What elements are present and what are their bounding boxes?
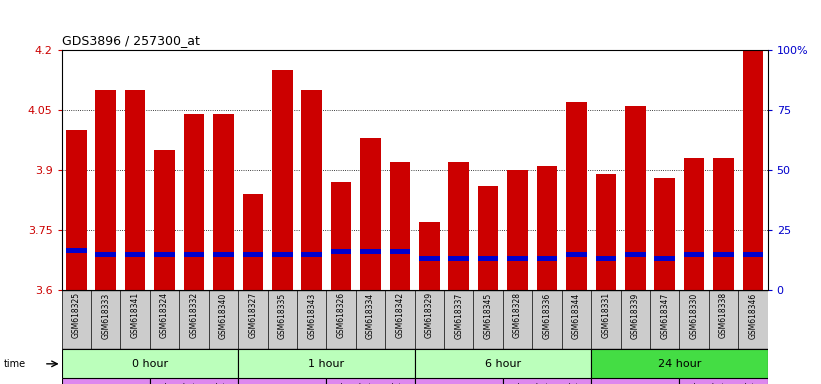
Text: GSM618325: GSM618325 bbox=[71, 292, 80, 338]
Bar bbox=[62, 349, 238, 378]
Bar bbox=[360, 138, 381, 290]
Bar bbox=[743, 252, 764, 257]
Bar bbox=[478, 186, 498, 290]
Bar bbox=[591, 378, 680, 384]
Text: GSM618341: GSM618341 bbox=[131, 292, 140, 338]
Bar bbox=[743, 50, 764, 290]
Bar bbox=[625, 106, 645, 290]
Text: GDS3896 / 257300_at: GDS3896 / 257300_at bbox=[62, 34, 200, 47]
Bar bbox=[595, 256, 616, 261]
Bar bbox=[654, 256, 675, 261]
Bar bbox=[331, 182, 351, 290]
Text: GSM618334: GSM618334 bbox=[366, 292, 375, 339]
Bar bbox=[238, 378, 327, 384]
Text: GSM618332: GSM618332 bbox=[190, 292, 199, 338]
Text: GSM618342: GSM618342 bbox=[396, 292, 405, 338]
Text: GSM618328: GSM618328 bbox=[513, 292, 522, 338]
Text: GSM618345: GSM618345 bbox=[484, 292, 493, 339]
Bar bbox=[213, 252, 234, 257]
Bar bbox=[566, 102, 587, 290]
Text: phosphate-replete
(control): phosphate-replete (control) bbox=[335, 383, 406, 384]
Bar bbox=[713, 158, 734, 290]
Bar bbox=[238, 349, 415, 378]
Bar bbox=[390, 249, 410, 254]
Bar bbox=[242, 194, 263, 290]
Bar bbox=[591, 349, 768, 378]
Bar bbox=[507, 170, 528, 290]
Bar bbox=[419, 256, 439, 261]
Bar bbox=[654, 178, 675, 290]
Bar bbox=[154, 252, 175, 257]
Bar bbox=[680, 378, 768, 384]
Bar bbox=[66, 248, 86, 253]
Text: GSM618335: GSM618335 bbox=[277, 292, 287, 339]
Bar bbox=[360, 249, 381, 254]
Bar bbox=[390, 162, 410, 290]
Text: GSM618338: GSM618338 bbox=[719, 292, 728, 338]
Bar bbox=[301, 90, 322, 290]
Bar bbox=[272, 252, 292, 257]
Text: GSM618329: GSM618329 bbox=[424, 292, 433, 338]
Bar bbox=[448, 162, 469, 290]
Text: GSM618327: GSM618327 bbox=[248, 292, 257, 338]
Text: GSM618343: GSM618343 bbox=[307, 292, 316, 339]
Text: GSM618339: GSM618339 bbox=[631, 292, 640, 339]
Text: GSM618331: GSM618331 bbox=[601, 292, 610, 338]
Bar bbox=[327, 378, 415, 384]
Bar bbox=[184, 114, 204, 290]
Bar bbox=[62, 378, 149, 384]
Text: GSM618346: GSM618346 bbox=[749, 292, 758, 339]
Bar bbox=[415, 378, 502, 384]
Text: phosphate-replete
(control): phosphate-replete (control) bbox=[511, 383, 582, 384]
Bar bbox=[331, 249, 351, 254]
Bar bbox=[684, 252, 704, 257]
Text: 24 hour: 24 hour bbox=[658, 359, 701, 369]
Bar bbox=[125, 252, 145, 257]
Text: 0 hour: 0 hour bbox=[131, 359, 168, 369]
Text: GSM618333: GSM618333 bbox=[101, 292, 110, 339]
Bar bbox=[95, 252, 116, 257]
Text: phosphate-replete
(control): phosphate-replete (control) bbox=[688, 383, 759, 384]
Bar bbox=[537, 256, 557, 261]
Bar bbox=[537, 166, 557, 290]
Bar bbox=[95, 90, 116, 290]
Text: GSM618330: GSM618330 bbox=[690, 292, 699, 339]
Bar bbox=[566, 252, 587, 257]
Bar bbox=[242, 252, 263, 257]
Text: GSM618344: GSM618344 bbox=[572, 292, 581, 339]
Bar bbox=[66, 130, 86, 290]
Bar bbox=[301, 252, 322, 257]
Bar bbox=[713, 252, 734, 257]
Bar bbox=[684, 158, 704, 290]
Text: GSM618337: GSM618337 bbox=[454, 292, 463, 339]
Text: 1 hour: 1 hour bbox=[308, 359, 345, 369]
Bar bbox=[149, 378, 238, 384]
Bar bbox=[125, 90, 145, 290]
Text: GSM618347: GSM618347 bbox=[660, 292, 669, 339]
Bar bbox=[625, 252, 645, 257]
Bar bbox=[154, 150, 175, 290]
Bar bbox=[213, 114, 234, 290]
Bar bbox=[478, 256, 498, 261]
Text: GSM618340: GSM618340 bbox=[219, 292, 228, 339]
Bar bbox=[184, 252, 204, 257]
Text: GSM618336: GSM618336 bbox=[543, 292, 552, 339]
Bar bbox=[419, 222, 439, 290]
Text: time: time bbox=[4, 359, 26, 369]
Bar bbox=[507, 256, 528, 261]
Bar bbox=[502, 378, 591, 384]
Bar bbox=[272, 70, 292, 290]
Text: phosphate-replete
(control): phosphate-replete (control) bbox=[158, 383, 229, 384]
Bar bbox=[448, 256, 469, 261]
Bar bbox=[595, 174, 616, 290]
Text: GSM618324: GSM618324 bbox=[160, 292, 169, 338]
Text: 6 hour: 6 hour bbox=[484, 359, 521, 369]
Bar bbox=[415, 349, 591, 378]
Text: GSM618326: GSM618326 bbox=[337, 292, 346, 338]
